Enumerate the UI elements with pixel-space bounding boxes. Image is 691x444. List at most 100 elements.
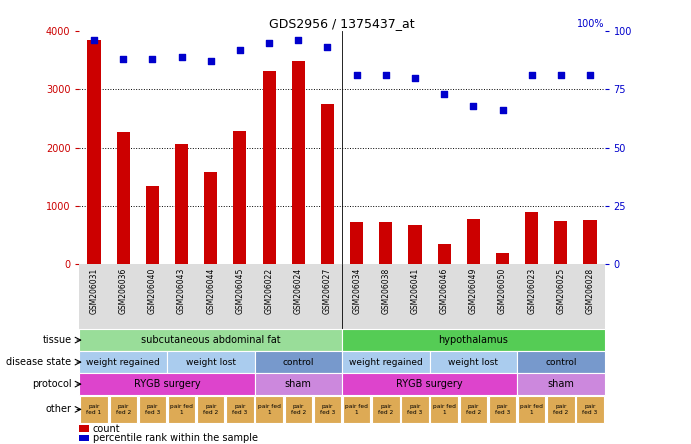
Text: pair
fed 1: pair fed 1 bbox=[86, 404, 102, 415]
Text: GSM206046: GSM206046 bbox=[439, 268, 448, 314]
Text: pair
fed 3: pair fed 3 bbox=[232, 404, 247, 415]
Text: pair
fed 3: pair fed 3 bbox=[408, 404, 423, 415]
Bar bbox=[285, 396, 312, 423]
Point bbox=[556, 72, 567, 79]
Point bbox=[380, 72, 391, 79]
Bar bbox=[343, 396, 370, 423]
Text: GSM206024: GSM206024 bbox=[294, 268, 303, 314]
Bar bbox=[117, 132, 130, 264]
Point bbox=[585, 72, 596, 79]
Bar bbox=[79, 351, 167, 373]
Text: hypothalamus: hypothalamus bbox=[438, 335, 509, 345]
Text: other: other bbox=[46, 404, 72, 414]
Text: GSM206044: GSM206044 bbox=[206, 268, 216, 314]
Bar bbox=[350, 222, 363, 264]
Point bbox=[176, 53, 187, 60]
Bar bbox=[292, 61, 305, 264]
Bar bbox=[547, 396, 575, 423]
Bar bbox=[430, 351, 517, 373]
Bar bbox=[379, 222, 392, 264]
Bar bbox=[167, 351, 254, 373]
Title: GDS2956 / 1375437_at: GDS2956 / 1375437_at bbox=[269, 17, 415, 30]
Bar bbox=[79, 435, 89, 441]
Bar bbox=[576, 396, 604, 423]
Bar bbox=[525, 212, 538, 264]
Text: pair
fed 2: pair fed 2 bbox=[203, 404, 218, 415]
Text: weight lost: weight lost bbox=[448, 357, 498, 367]
Point bbox=[263, 39, 274, 46]
Point bbox=[497, 107, 508, 114]
Bar bbox=[80, 396, 108, 423]
Text: GSM206038: GSM206038 bbox=[381, 268, 390, 314]
Text: GSM206040: GSM206040 bbox=[148, 268, 157, 314]
Text: GSM206045: GSM206045 bbox=[236, 268, 245, 314]
Text: pair
fed 2: pair fed 2 bbox=[553, 404, 569, 415]
Bar bbox=[372, 396, 399, 423]
Text: count: count bbox=[93, 424, 120, 434]
Text: pair
fed 3: pair fed 3 bbox=[583, 404, 598, 415]
Text: GSM206050: GSM206050 bbox=[498, 268, 507, 314]
Text: GSM206041: GSM206041 bbox=[410, 268, 419, 314]
Bar bbox=[168, 396, 196, 423]
Bar bbox=[254, 351, 342, 373]
Text: GSM206025: GSM206025 bbox=[556, 268, 565, 314]
Bar bbox=[79, 329, 342, 351]
Text: pair fed
1: pair fed 1 bbox=[346, 404, 368, 415]
Bar bbox=[263, 71, 276, 264]
Bar bbox=[437, 245, 451, 264]
Point bbox=[234, 46, 245, 53]
Text: percentile rank within the sample: percentile rank within the sample bbox=[93, 433, 258, 443]
Text: tissue: tissue bbox=[42, 335, 72, 345]
Text: 100%: 100% bbox=[577, 19, 605, 29]
Text: RYGB surgery: RYGB surgery bbox=[133, 379, 200, 389]
Text: pair
fed 2: pair fed 2 bbox=[466, 404, 481, 415]
Bar bbox=[430, 396, 458, 423]
Text: weight regained: weight regained bbox=[349, 357, 423, 367]
Point bbox=[439, 91, 450, 98]
Text: pair fed
1: pair fed 1 bbox=[433, 404, 455, 415]
Point bbox=[526, 72, 537, 79]
Bar bbox=[175, 144, 188, 264]
Point bbox=[205, 58, 216, 65]
Text: pair
fed 3: pair fed 3 bbox=[145, 404, 160, 415]
Text: protocol: protocol bbox=[32, 379, 72, 389]
Text: pair
fed 2: pair fed 2 bbox=[378, 404, 393, 415]
Text: GSM206023: GSM206023 bbox=[527, 268, 536, 314]
Text: weight lost: weight lost bbox=[186, 357, 236, 367]
Text: RYGB surgery: RYGB surgery bbox=[396, 379, 463, 389]
Bar bbox=[460, 396, 487, 423]
Bar bbox=[88, 40, 101, 264]
Bar bbox=[226, 396, 254, 423]
Bar bbox=[342, 329, 605, 351]
Bar bbox=[583, 220, 596, 264]
Text: subcutaneous abdominal fat: subcutaneous abdominal fat bbox=[141, 335, 281, 345]
Bar bbox=[554, 221, 567, 264]
Bar bbox=[79, 425, 89, 432]
Point bbox=[468, 102, 479, 109]
Text: GSM206027: GSM206027 bbox=[323, 268, 332, 314]
Bar bbox=[197, 396, 225, 423]
Bar bbox=[496, 253, 509, 264]
Text: GSM206034: GSM206034 bbox=[352, 268, 361, 314]
Point bbox=[117, 56, 129, 63]
Bar bbox=[254, 373, 342, 395]
Point bbox=[88, 37, 100, 44]
Text: sham: sham bbox=[547, 379, 574, 389]
Bar bbox=[321, 104, 334, 264]
Bar bbox=[205, 171, 217, 264]
Bar bbox=[314, 396, 341, 423]
Text: pair
fed 3: pair fed 3 bbox=[495, 404, 510, 415]
Text: GSM206043: GSM206043 bbox=[177, 268, 186, 314]
Bar bbox=[342, 351, 430, 373]
Bar bbox=[518, 396, 545, 423]
Text: GSM206031: GSM206031 bbox=[90, 268, 99, 314]
Bar bbox=[256, 396, 283, 423]
Bar bbox=[234, 131, 247, 264]
Text: GSM206028: GSM206028 bbox=[585, 268, 594, 313]
Text: pair
fed 3: pair fed 3 bbox=[320, 404, 335, 415]
Text: pair fed
1: pair fed 1 bbox=[520, 404, 543, 415]
Text: pair
fed 2: pair fed 2 bbox=[291, 404, 306, 415]
Point bbox=[293, 37, 304, 44]
Bar bbox=[517, 373, 605, 395]
Bar bbox=[79, 373, 254, 395]
